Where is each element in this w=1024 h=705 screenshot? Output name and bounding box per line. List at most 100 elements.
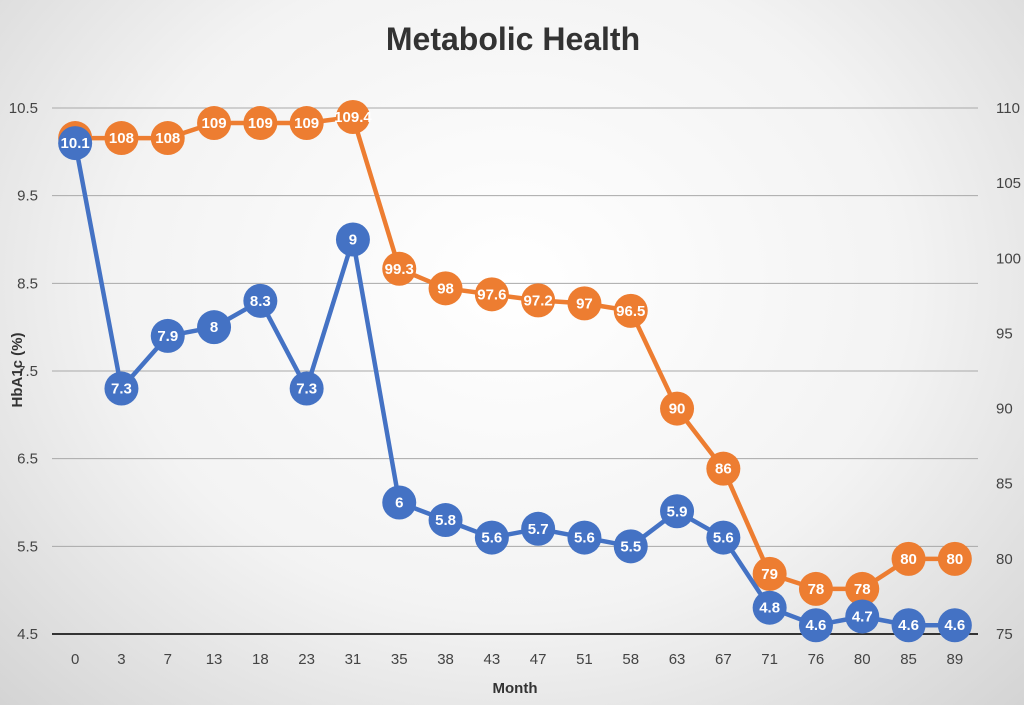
data-point <box>706 451 741 486</box>
series-right-axis: 108108108109109109109.499.39897.697.2979… <box>58 100 972 606</box>
data-point <box>660 494 695 529</box>
left-y-tick-label: 5.5 <box>17 538 38 555</box>
data-point <box>521 283 556 318</box>
data-point <box>752 556 787 591</box>
left-y-tick-label: 9.5 <box>17 188 38 205</box>
left-y-tick-label: 8.5 <box>17 275 38 292</box>
x-axis-ticks: 0 3 7 13 18 23 31 35 38 43 47 51 58 63 67 71 76 80 85 89 <box>71 651 963 668</box>
right-y-tick-label: 100 <box>996 250 1021 267</box>
data-label: 10.1 <box>61 135 90 152</box>
data-label: 80 <box>947 551 964 568</box>
data-point <box>845 571 880 606</box>
x-tick-label: 76 <box>808 651 825 668</box>
data-label: 5.6 <box>574 530 595 547</box>
data-point <box>289 371 324 406</box>
data-label: 78 <box>808 581 825 598</box>
x-tick-label: 71 <box>761 651 778 668</box>
right-y-axis-ticks: 75 80 85 90 95 100 105 110 <box>996 100 1021 643</box>
data-label: 96.5 <box>616 303 645 320</box>
data-label: 4.6 <box>944 617 965 634</box>
data-point <box>660 391 695 426</box>
data-label: 97.2 <box>524 292 553 309</box>
data-label: 4.7 <box>852 608 873 625</box>
data-point <box>335 100 370 135</box>
data-point <box>197 106 232 141</box>
right-y-tick-label: 90 <box>996 401 1013 418</box>
data-point <box>243 283 278 318</box>
data-point <box>335 222 370 257</box>
data-point <box>289 106 324 141</box>
data-label: 97 <box>576 295 593 312</box>
data-label: 7.3 <box>296 381 317 398</box>
x-tick-label: 47 <box>530 651 547 668</box>
data-label: 7.3 <box>111 381 132 398</box>
data-label: 6 <box>395 495 403 512</box>
data-label: 5.8 <box>435 512 456 529</box>
data-point <box>382 251 417 286</box>
series-layer: 108108108109109109109.499.39897.697.2979… <box>58 100 972 643</box>
data-point <box>613 293 648 328</box>
x-tick-label: 38 <box>437 651 454 668</box>
series-line <box>72 142 955 628</box>
data-point <box>937 608 972 643</box>
left-y-axis-ticks: 4.5 5.5 6.5 7.5 8.5 9.5 10.5 <box>9 100 38 643</box>
data-label: 5.9 <box>667 503 688 520</box>
data-label: 97.6 <box>477 286 506 303</box>
data-point <box>613 529 648 564</box>
data-point <box>428 503 463 538</box>
data-point <box>150 318 185 353</box>
data-label: 5.6 <box>481 530 502 547</box>
data-point <box>752 590 787 625</box>
right-y-tick-label: 110 <box>996 100 1020 117</box>
y-axis-title: HbA1c (%) <box>9 332 26 407</box>
data-label: 4.8 <box>759 600 780 617</box>
data-point <box>567 520 602 555</box>
left-y-tick-label: 7.5 <box>17 363 38 380</box>
data-label: 5.5 <box>620 538 641 555</box>
data-label: 8.3 <box>250 293 271 310</box>
data-label: 109 <box>294 115 319 132</box>
data-label: 108 <box>109 130 134 147</box>
data-label: 7.9 <box>157 328 178 345</box>
data-label: 79 <box>761 566 778 583</box>
data-label: 109 <box>202 115 227 132</box>
x-tick-label: 85 <box>900 651 917 668</box>
data-point <box>845 599 880 634</box>
x-tick-label: 23 <box>298 651 315 668</box>
data-label: 108 <box>155 130 180 147</box>
data-point <box>474 520 509 555</box>
data-label: 109.4 <box>334 109 372 126</box>
x-tick-label: 43 <box>484 651 501 668</box>
x-tick-label: 7 <box>164 651 172 668</box>
data-point <box>243 106 278 141</box>
x-tick-label: 31 <box>345 651 362 668</box>
x-tick-label: 58 <box>622 651 639 668</box>
x-tick-label: 80 <box>854 651 871 668</box>
data-point <box>798 608 833 643</box>
data-label: 9 <box>349 232 357 249</box>
gridlines <box>52 107 978 635</box>
data-point <box>706 520 741 555</box>
series-left-axis: 10.1 7.3 7.9 8 8.3 7.3 9 6 5.8 5.6 5.7 5.6 5.5 5.9 5.6… <box>58 126 972 643</box>
x-tick-label: 35 <box>391 651 408 668</box>
x-tick-label: 18 <box>252 651 269 668</box>
data-label: 86 <box>715 461 732 478</box>
data-label: 99.3 <box>385 261 414 278</box>
left-y-tick-label: 4.5 <box>17 626 38 643</box>
data-point <box>798 571 833 606</box>
data-point <box>104 371 139 406</box>
x-tick-label: 63 <box>669 651 686 668</box>
x-tick-label: 67 <box>715 651 732 668</box>
right-y-tick-label: 95 <box>996 325 1013 342</box>
data-point <box>58 126 93 161</box>
x-tick-label: 51 <box>576 651 593 668</box>
data-label: 4.6 <box>898 617 919 634</box>
data-label: 90 <box>669 401 686 418</box>
data-label: 78 <box>854 581 871 598</box>
data-point <box>474 277 509 312</box>
x-tick-label: 3 <box>117 651 125 668</box>
data-point <box>937 541 972 576</box>
left-y-tick-label: 6.5 <box>17 451 38 468</box>
data-label: 8 <box>210 319 218 336</box>
